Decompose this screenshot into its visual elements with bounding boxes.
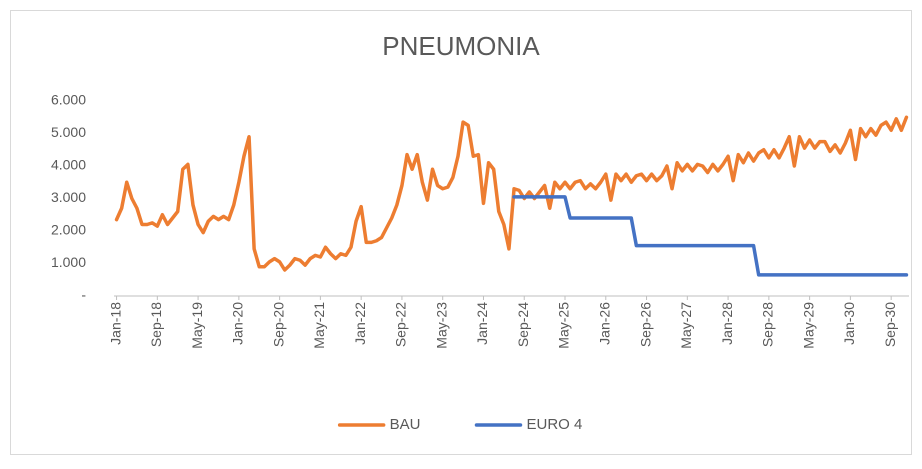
x-tick-label: Sep-30 [882,302,898,347]
chart-title: PNEUMONIA [382,31,540,61]
x-tick-label: May-25 [556,302,572,349]
x-tick-label: May-19 [189,302,205,349]
x-tick-label: Sep-28 [760,302,776,347]
series-line [114,115,909,272]
y-tick-label: - [81,287,86,303]
y-tick-label: 3.000 [51,189,86,205]
x-tick-label: Jan-26 [596,302,612,345]
y-tick-label: 1.000 [51,254,86,270]
series-line [512,195,909,277]
x-tick-label: Sep-24 [515,302,531,347]
y-tick-label: 5.000 [51,124,86,140]
x-tick-label: Sep-22 [393,302,409,347]
y-tick-label: 6.000 [51,92,86,108]
x-tick-label: May-29 [800,302,816,349]
x-tick-label: Jan-20 [230,302,246,345]
chart-border [10,10,912,455]
x-tick-label: Jan-24 [474,302,490,345]
x-tick-label: Jan-18 [107,302,123,345]
x-tick-label: May-23 [433,302,449,349]
x-tick-label: Jan-22 [352,302,368,345]
y-tick-label: 2.000 [51,222,86,238]
x-tick-label: Sep-26 [637,302,653,347]
x-tick-label: Jan-28 [719,302,735,345]
x-tick-label: May-27 [678,302,694,349]
y-tick-label: 4.000 [51,157,86,173]
legend-label: BAU [390,416,421,433]
legend-label: EURO 4 [526,416,582,433]
x-tick-label: Jan-30 [841,302,857,345]
x-tick-label: Sep-18 [148,302,164,347]
x-tick-label: Sep-20 [270,302,286,347]
x-tick-label: May-21 [311,302,327,349]
